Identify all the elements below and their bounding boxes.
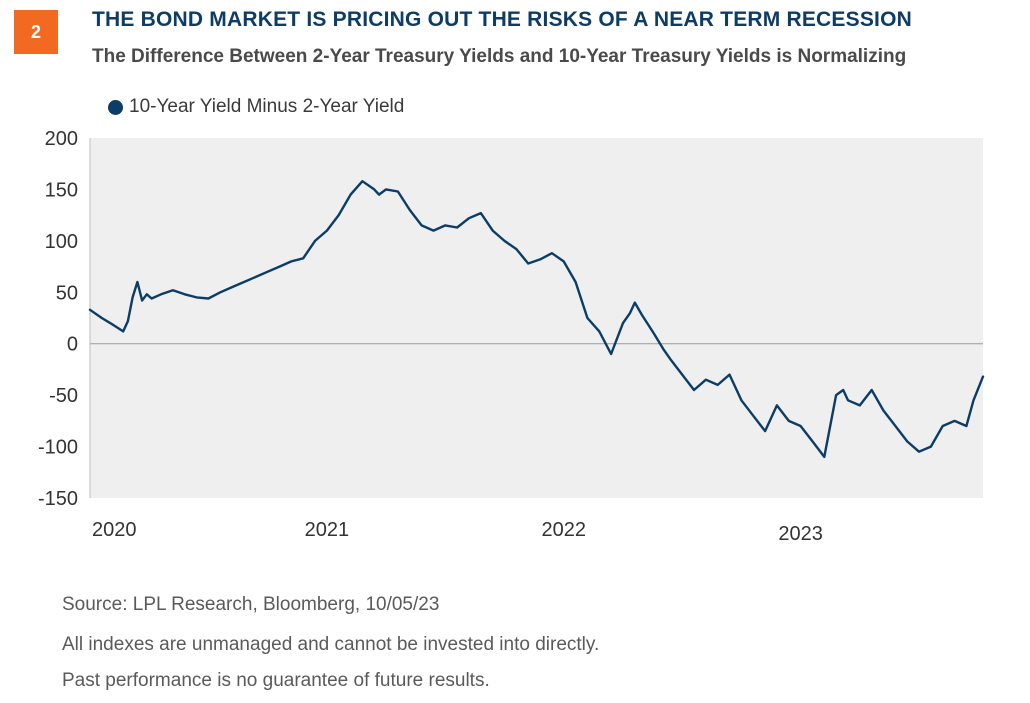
x-tick-label: 2021 <box>305 519 350 541</box>
legend-marker-icon <box>108 99 123 115</box>
y-tick-label: -50 <box>49 385 78 407</box>
x-tick-label: 2022 <box>541 519 586 541</box>
y-tick-label: -100 <box>38 437 78 459</box>
chart-title: THE BOND MARKET IS PRICING OUT THE RISKS… <box>92 8 912 31</box>
x-tick-label: 2023 <box>778 523 823 545</box>
chart-subtitle: The Difference Between 2-Year Treasury Y… <box>92 46 907 67</box>
disclaimer-line-1: All indexes are unmanaged and cannot be … <box>62 634 600 655</box>
y-tick-label: 150 <box>45 179 78 201</box>
source-note: Source: LPL Research, Bloomberg, 10/05/2… <box>62 594 440 615</box>
y-tick-label: -150 <box>38 488 78 510</box>
y-tick-label: 100 <box>45 231 78 253</box>
plot-area <box>90 138 983 498</box>
line-chart: 200 150 100 50 0 -50 -100 -150 2020 2021 2022 2023 <box>38 128 985 545</box>
disclaimer-line-2: Past performance is no guarantee of futu… <box>62 670 490 691</box>
y-tick-label: 0 <box>67 334 78 356</box>
x-tick-label: 2020 <box>92 519 137 541</box>
series-line <box>88 180 985 459</box>
y-tick-label: 200 <box>45 128 78 150</box>
legend-label: 10-Year Yield Minus 2-Year Yield <box>129 96 405 117</box>
chart-number-badge: 2 <box>14 10 58 54</box>
y-tick-label: 50 <box>56 282 78 304</box>
legend: 10-Year Yield Minus 2-Year Yield <box>108 96 404 118</box>
